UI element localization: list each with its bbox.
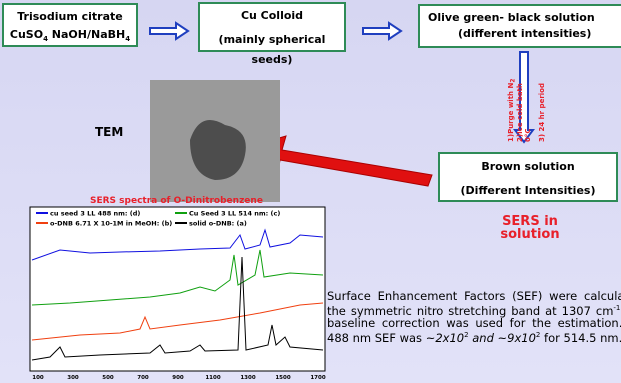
sers-label: SERS in solution xyxy=(495,215,565,241)
x-tick-label: 300 xyxy=(67,375,79,381)
legend-label: o-DNB 6.71 X 10-1M in MeOH: (b) xyxy=(50,220,172,228)
text: ~2x10 xyxy=(426,331,464,345)
sef-paragraph: Surface Enhancement Factors (SEF) were c… xyxy=(327,290,621,344)
arrow-right xyxy=(363,23,401,39)
legend-label: cu seed 3 LL 488 nm: (d) xyxy=(50,210,140,218)
text: Surface Enhancement Factors (SEF) were c… xyxy=(327,289,621,318)
x-tick-label: 900 xyxy=(172,375,184,381)
x-tick-label: 700 xyxy=(137,375,149,381)
brown-line2: (Different Intensities) xyxy=(440,181,616,201)
sers-line2: solution xyxy=(495,228,565,241)
text: for 514.5 nm. xyxy=(540,331,621,345)
x-tick-label: 100 xyxy=(32,375,44,381)
x-tick-label: 500 xyxy=(102,375,114,381)
text: and ~9x10 xyxy=(469,331,536,345)
x-tick-label: 1100 xyxy=(205,375,220,381)
box-brown: Brown solution (Different Intensities) xyxy=(438,152,618,202)
x-tick-label: 1700 xyxy=(310,375,325,381)
tem-label: TEM xyxy=(95,125,123,139)
step-1: 1)Purge with N2 xyxy=(507,72,516,142)
x-tick-label: 1300 xyxy=(240,375,255,381)
step-2: 2)Ice cold bath 0°C xyxy=(516,72,532,142)
step-3: 3) 24 hr period xyxy=(538,72,546,142)
legend-label: solid o-DNB: (a) xyxy=(189,220,247,228)
plot-frame xyxy=(30,207,325,371)
arrow-right xyxy=(150,23,188,39)
x-tick-label: 1500 xyxy=(275,375,290,381)
brown-line1: Brown solution xyxy=(440,157,616,177)
spectrum-chart: cu seed 3 LL 488 nm: (d) Cu Seed 3 LL 514… xyxy=(0,205,330,383)
legend-label: Cu Seed 3 LL 514 nm: (c) xyxy=(189,210,280,218)
slide: Trisodium citrate CuSO4 NaOH/NaBH4 Cu Co… xyxy=(0,0,621,383)
text: 1)Purge with N xyxy=(507,83,515,142)
